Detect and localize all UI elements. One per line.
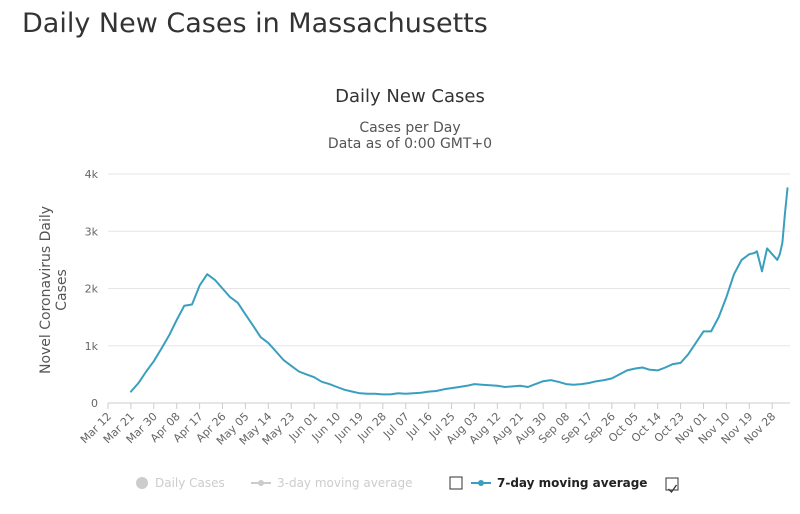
plot-area	[129, 187, 789, 396]
legend-daily-cases-marker	[136, 477, 148, 489]
y-tick-label: 4k	[85, 168, 99, 181]
x-tick-label: Jul 16	[403, 410, 435, 442]
page-title: Daily New Cases in Massachusetts	[22, 8, 488, 39]
y-tick-label: 2k	[85, 283, 99, 296]
checkmark-icon	[668, 484, 678, 494]
y-axis: 0 1k 2k 3k 4k	[85, 168, 99, 410]
chart-subtitle-1: Cases per Day	[359, 120, 460, 136]
legend-daily-cases-label[interactable]: Daily Cases	[155, 476, 225, 490]
legend: Daily Cases 3-day moving average 7-day mov…	[136, 476, 679, 494]
y-tick-label: 0	[91, 397, 98, 410]
chart-subtitle-2: Data as of 0:00 GMT+0	[328, 136, 492, 152]
x-tick-label: Jul 07	[380, 410, 412, 442]
legend-7-day-marker	[478, 480, 484, 486]
grid	[108, 173, 790, 404]
y-axis-label-line-2: Cases	[54, 269, 70, 311]
legend-3-day-marker	[258, 480, 264, 486]
legend-3-day-checkbox[interactable]	[449, 476, 463, 490]
y-axis-label-line-1: Novel Coronavirus Daily	[38, 206, 54, 374]
y-tick-label: 1k	[85, 340, 99, 353]
y-tick-label: 3k	[85, 225, 99, 238]
legend-7-day-label[interactable]: 7-day moving average	[497, 476, 647, 490]
legend-7-day-checkbox[interactable]	[665, 477, 679, 491]
chart-title: Daily New Cases	[335, 86, 485, 107]
legend-3-day-label[interactable]: 3-day moving average	[277, 476, 412, 490]
series-line-7-day-moving-average	[129, 187, 789, 396]
